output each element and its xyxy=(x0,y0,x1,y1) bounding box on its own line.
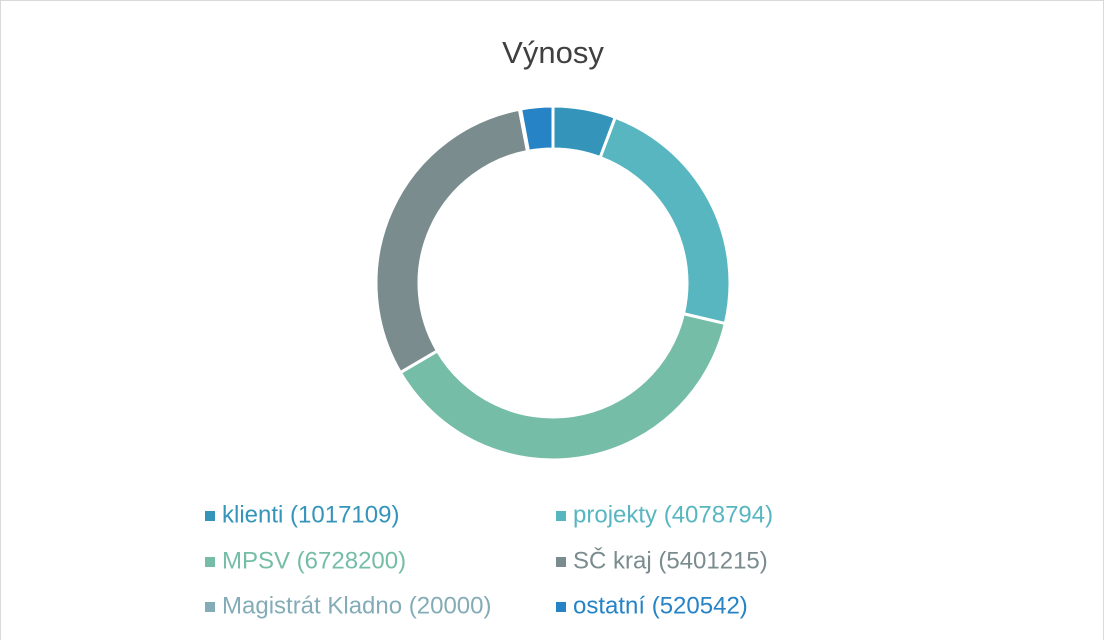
legend-marker xyxy=(205,602,215,612)
legend-marker xyxy=(556,511,566,521)
legend-label: SČ kraj (5401215) xyxy=(573,546,768,574)
legend-label: Magistrát Kladno (20000) xyxy=(222,592,491,619)
legend-marker xyxy=(556,602,566,612)
chart-title: Výnosy xyxy=(502,35,604,70)
legend-label: klienti (1017109) xyxy=(222,501,399,528)
legend-marker xyxy=(205,557,215,567)
legend-label: projekty (4078794) xyxy=(573,501,773,528)
legend-marker xyxy=(205,511,215,521)
legend-label: MPSV (6728200) xyxy=(222,547,406,574)
legend-marker xyxy=(556,557,566,567)
donut-segment xyxy=(518,104,555,154)
legend-label: ostatní (520542) xyxy=(573,592,748,619)
